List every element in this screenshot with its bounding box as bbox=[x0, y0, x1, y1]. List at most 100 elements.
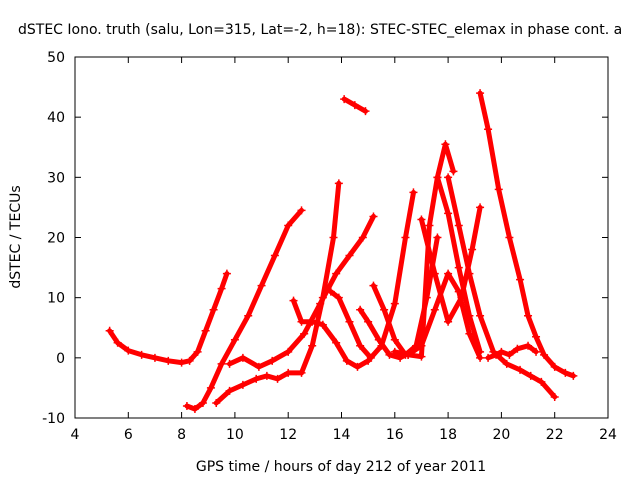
data-point bbox=[497, 347, 506, 356]
data-point bbox=[164, 356, 173, 365]
y-tick-label: 30 bbox=[47, 170, 65, 186]
data-point bbox=[329, 233, 338, 242]
data-point bbox=[230, 335, 239, 344]
data-point bbox=[430, 269, 439, 278]
data-point bbox=[484, 353, 493, 362]
data-point bbox=[252, 374, 261, 383]
data-point bbox=[198, 398, 207, 407]
y-axis: -10 0 10 20 30 40 50 bbox=[42, 50, 608, 427]
data-point bbox=[124, 346, 133, 355]
data-point bbox=[206, 383, 215, 392]
data-point bbox=[476, 347, 485, 356]
data-point bbox=[465, 311, 474, 320]
data-point bbox=[225, 386, 234, 395]
data-point bbox=[150, 353, 159, 362]
data-point bbox=[244, 311, 253, 320]
y-tick-label: 0 bbox=[56, 351, 65, 367]
data-point bbox=[217, 359, 226, 368]
series-6 bbox=[326, 188, 418, 362]
data-point bbox=[454, 221, 463, 230]
data-point bbox=[484, 125, 493, 134]
data-point bbox=[182, 401, 191, 410]
data-point bbox=[441, 140, 450, 149]
data-point bbox=[257, 281, 266, 290]
data-point bbox=[532, 332, 541, 341]
data-point bbox=[270, 251, 279, 260]
data-point bbox=[401, 233, 410, 242]
series-7 bbox=[340, 95, 370, 116]
data-point bbox=[284, 368, 293, 377]
data-point bbox=[366, 353, 375, 362]
data-point bbox=[492, 350, 501, 359]
data-point bbox=[390, 299, 399, 308]
data-point bbox=[332, 269, 341, 278]
data-point bbox=[425, 221, 434, 230]
data-point bbox=[222, 269, 231, 278]
data-point bbox=[404, 350, 413, 359]
data-point bbox=[444, 173, 453, 182]
data-point bbox=[364, 317, 373, 326]
data-point bbox=[513, 344, 522, 353]
data-point bbox=[374, 335, 383, 344]
series-2 bbox=[182, 206, 306, 413]
data-point bbox=[284, 347, 293, 356]
data-point bbox=[209, 305, 218, 314]
y-tick-label: 50 bbox=[47, 50, 65, 66]
data-point bbox=[465, 329, 474, 338]
data-point bbox=[465, 269, 474, 278]
y-tick-label: 40 bbox=[47, 110, 65, 126]
data-point bbox=[217, 284, 226, 293]
series-1 bbox=[105, 269, 231, 367]
data-point bbox=[238, 353, 247, 362]
x-tick-label: 18 bbox=[439, 427, 457, 443]
data-point bbox=[190, 404, 199, 413]
data-point bbox=[433, 233, 442, 242]
x-tick-label: 6 bbox=[124, 427, 133, 443]
data-point bbox=[297, 317, 306, 326]
data-point bbox=[390, 347, 399, 356]
x-axis: 4 6 8 10 12 14 16 18 20 22 24 bbox=[71, 57, 617, 443]
data-point bbox=[430, 305, 439, 314]
data-point bbox=[540, 350, 549, 359]
data-point bbox=[516, 365, 525, 374]
plot-marks bbox=[105, 89, 578, 413]
data-point bbox=[137, 350, 146, 359]
data-point bbox=[177, 358, 186, 367]
data-point bbox=[105, 326, 114, 335]
y-tick-label: 20 bbox=[47, 231, 65, 247]
data-point bbox=[417, 215, 426, 224]
data-point bbox=[273, 374, 282, 383]
data-point bbox=[361, 107, 370, 116]
data-point bbox=[369, 212, 378, 221]
data-point bbox=[550, 362, 559, 371]
data-point bbox=[297, 206, 306, 215]
data-point bbox=[316, 299, 325, 308]
series-4 bbox=[225, 212, 378, 371]
series-14 bbox=[444, 173, 559, 401]
data-point bbox=[238, 380, 247, 389]
x-tick-label: 8 bbox=[177, 427, 186, 443]
x-tick-label: 14 bbox=[333, 427, 351, 443]
x-tick-label: 24 bbox=[599, 427, 617, 443]
data-point bbox=[340, 95, 349, 104]
data-point bbox=[476, 89, 485, 98]
data-point bbox=[385, 350, 394, 359]
data-point bbox=[345, 317, 354, 326]
series-5 bbox=[289, 296, 373, 371]
data-point bbox=[358, 233, 367, 242]
data-point bbox=[332, 338, 341, 347]
data-point bbox=[342, 356, 351, 365]
data-point bbox=[524, 341, 533, 350]
x-tick-label: 16 bbox=[386, 427, 404, 443]
data-point bbox=[369, 281, 378, 290]
data-point bbox=[254, 362, 263, 371]
data-point bbox=[476, 203, 485, 212]
data-point bbox=[356, 341, 365, 350]
data-point bbox=[417, 352, 426, 361]
data-point bbox=[308, 341, 317, 350]
data-point bbox=[476, 311, 485, 320]
data-point bbox=[390, 335, 399, 344]
series-13 bbox=[433, 173, 485, 356]
x-tick-label: 22 bbox=[546, 427, 564, 443]
